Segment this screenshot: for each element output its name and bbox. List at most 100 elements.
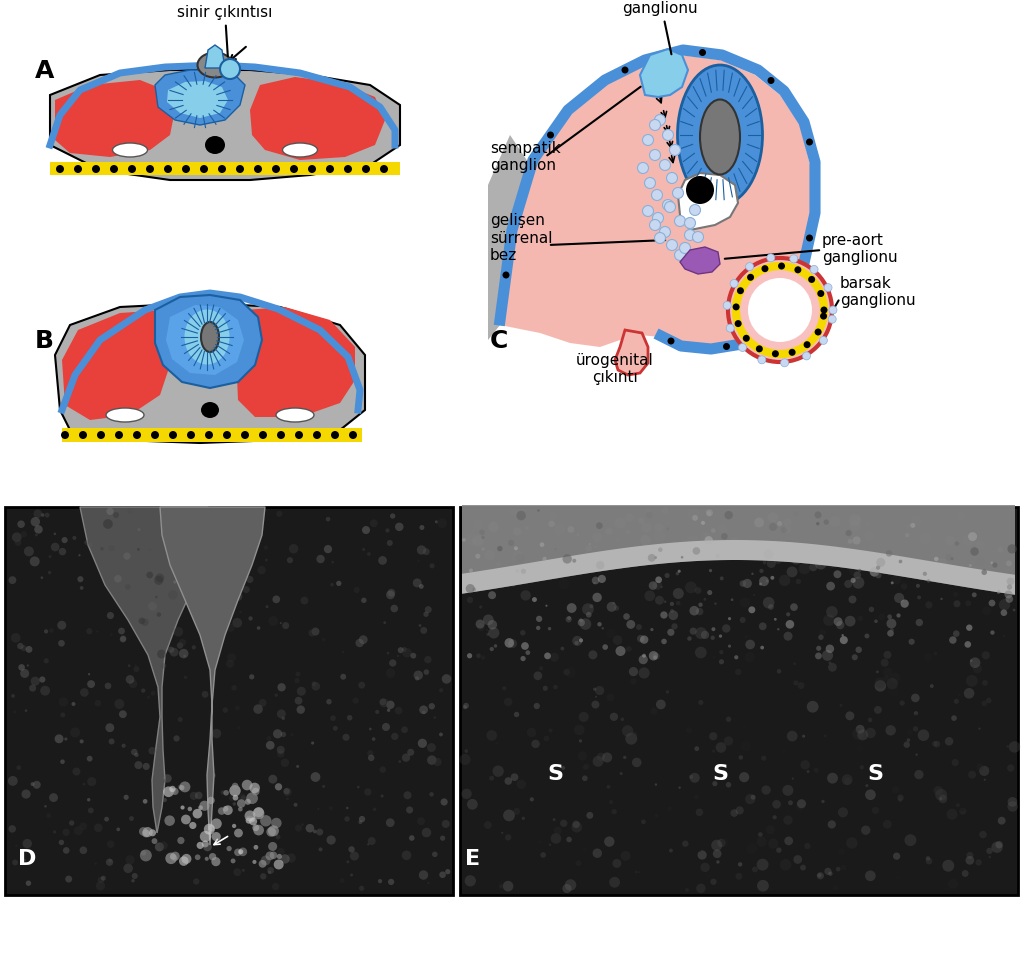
Circle shape [148, 829, 156, 837]
Circle shape [816, 522, 819, 525]
Circle shape [893, 852, 900, 860]
Circle shape [163, 774, 172, 783]
Circle shape [710, 732, 718, 740]
Circle shape [151, 691, 156, 696]
Circle shape [840, 703, 843, 706]
Circle shape [955, 803, 959, 807]
Circle shape [394, 706, 402, 714]
Circle shape [566, 603, 577, 613]
Circle shape [73, 536, 77, 540]
Circle shape [597, 753, 605, 761]
Circle shape [407, 807, 413, 813]
Polygon shape [680, 247, 720, 274]
Circle shape [520, 656, 525, 661]
Circle shape [531, 740, 540, 748]
Circle shape [874, 680, 886, 692]
Circle shape [622, 726, 633, 736]
Circle shape [820, 313, 827, 319]
Circle shape [728, 645, 731, 648]
Circle shape [268, 825, 279, 837]
Circle shape [805, 611, 813, 620]
Circle shape [187, 822, 191, 826]
Circle shape [720, 838, 728, 846]
Circle shape [401, 754, 411, 761]
Circle shape [253, 825, 264, 836]
Circle shape [26, 880, 31, 886]
Circle shape [87, 756, 92, 761]
Circle shape [24, 546, 34, 557]
Circle shape [719, 634, 722, 638]
Circle shape [173, 580, 176, 584]
Circle shape [282, 717, 285, 720]
Circle shape [817, 872, 824, 879]
Circle shape [829, 306, 837, 314]
Circle shape [287, 557, 293, 564]
Circle shape [776, 686, 788, 698]
Circle shape [387, 652, 389, 654]
Circle shape [435, 520, 438, 523]
Circle shape [558, 578, 569, 590]
Circle shape [742, 724, 746, 729]
Circle shape [481, 536, 484, 539]
Circle shape [706, 509, 710, 512]
Circle shape [799, 563, 810, 574]
Circle shape [514, 546, 518, 550]
Circle shape [762, 786, 771, 795]
Circle shape [200, 165, 208, 173]
Circle shape [966, 675, 978, 687]
Circle shape [202, 691, 209, 698]
Circle shape [110, 165, 118, 173]
Circle shape [241, 431, 249, 439]
Circle shape [655, 595, 664, 605]
Circle shape [579, 739, 582, 742]
Circle shape [231, 685, 237, 691]
Circle shape [876, 572, 882, 578]
Circle shape [752, 572, 754, 575]
Circle shape [33, 781, 41, 788]
Circle shape [978, 728, 981, 730]
Circle shape [222, 707, 228, 713]
Polygon shape [160, 507, 265, 845]
Circle shape [387, 708, 390, 712]
Circle shape [425, 606, 432, 613]
Circle shape [865, 870, 876, 881]
Circle shape [680, 603, 683, 606]
Circle shape [422, 828, 431, 838]
Circle shape [705, 537, 713, 544]
Circle shape [362, 165, 370, 173]
Circle shape [806, 234, 813, 241]
Circle shape [565, 667, 575, 677]
Circle shape [268, 841, 278, 851]
Circle shape [984, 779, 986, 781]
Circle shape [22, 789, 31, 799]
Circle shape [833, 546, 837, 550]
Circle shape [734, 655, 738, 659]
Circle shape [577, 534, 580, 537]
Circle shape [96, 881, 105, 891]
Circle shape [329, 807, 333, 811]
Polygon shape [500, 55, 810, 350]
Circle shape [790, 255, 798, 262]
Circle shape [205, 857, 209, 861]
Circle shape [259, 431, 267, 439]
Circle shape [711, 636, 715, 640]
Circle shape [193, 613, 203, 622]
Circle shape [181, 854, 191, 864]
Circle shape [155, 842, 164, 851]
Circle shape [252, 787, 260, 795]
Circle shape [659, 227, 671, 237]
Circle shape [560, 647, 564, 650]
Circle shape [583, 765, 587, 770]
Circle shape [389, 659, 396, 667]
Circle shape [896, 876, 899, 879]
Circle shape [970, 659, 973, 662]
Circle shape [914, 770, 924, 780]
Circle shape [686, 728, 692, 733]
Circle shape [852, 577, 864, 589]
Circle shape [954, 541, 959, 546]
Circle shape [968, 532, 977, 541]
Circle shape [722, 624, 730, 633]
Circle shape [867, 718, 872, 722]
Circle shape [752, 867, 758, 872]
Circle shape [754, 593, 756, 596]
